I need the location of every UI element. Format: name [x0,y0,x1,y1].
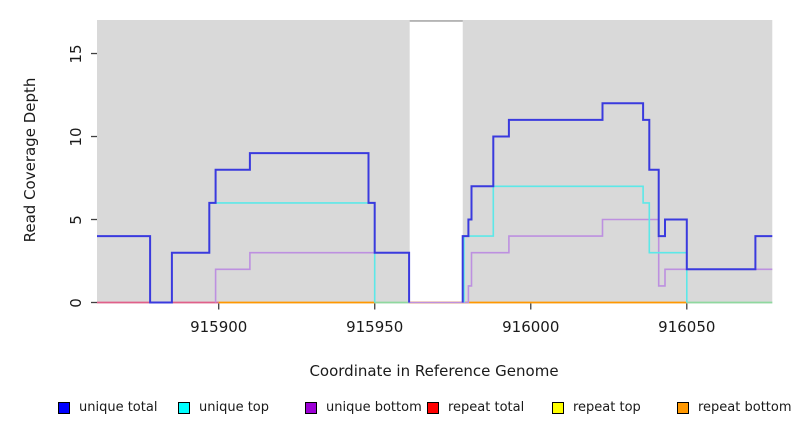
series-line-unique-total [97,152,411,304]
masked-gap-band [409,21,463,303]
x-tick-label: 915900 [190,318,248,336]
series-line-unique-top [463,185,688,303]
y-tick-label: 15 [67,43,85,64]
series-line-unique-total [461,102,773,303]
x-tick-label: 916050 [658,318,716,336]
y-tick-label: 5 [67,214,85,225]
x-tick-label: 915950 [346,318,404,336]
series-line-unique-bottom [214,218,773,304]
y-tick-label: 10 [67,126,85,147]
y-tick-label: 0 [67,297,85,308]
x-axis-title: Coordinate in Reference Genome [309,362,559,380]
x-tick-label: 916000 [502,318,560,336]
y-axis-title: Read Coverage Depth [21,77,39,243]
